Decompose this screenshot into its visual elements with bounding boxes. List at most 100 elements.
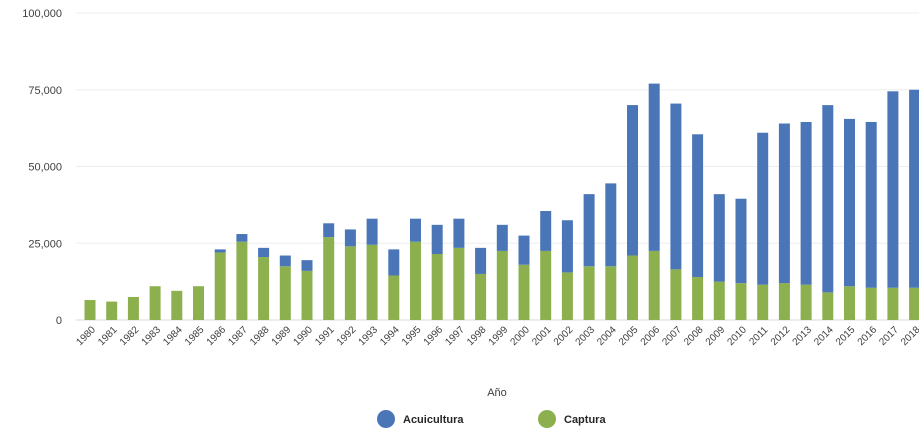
x-axis-ticks: 1980198119821983198419851986198719881989…: [74, 324, 919, 348]
x-tick-label: 2006: [639, 324, 663, 348]
bar-acuicultura-2011: [757, 132, 769, 285]
bar-acuicultura-1990: [301, 260, 313, 271]
bar-captura-2001: [540, 250, 552, 320]
legend[interactable]: Acuicultura Captura: [377, 410, 606, 428]
bar-captura-2011: [757, 284, 769, 320]
bar-captura-1997: [453, 247, 465, 320]
bar-captura-2008: [692, 277, 704, 320]
bar-captura-1989: [279, 266, 291, 320]
x-tick-label: 2000: [508, 324, 532, 348]
bar-acuicultura-1996: [431, 224, 443, 254]
bar-captura-1982: [127, 296, 139, 320]
x-tick-label: 1998: [465, 324, 489, 348]
x-tick-label: 2001: [530, 324, 554, 348]
bar-acuicultura-2002: [561, 220, 573, 273]
x-tick-label: 2008: [682, 324, 706, 348]
bar-captura-1998: [475, 273, 487, 320]
bar-acuicultura-1988: [258, 247, 270, 258]
x-tick-label: 1989: [270, 324, 294, 348]
x-tick-label: 2017: [877, 324, 901, 348]
bar-acuicultura-1989: [279, 255, 291, 267]
x-tick-label: 2010: [725, 324, 749, 348]
x-tick-label: 1982: [118, 324, 142, 348]
x-tick-label: 1986: [205, 324, 229, 348]
x-tick-label: 1994: [378, 324, 402, 348]
x-tick-label: 2004: [595, 324, 619, 348]
bar-captura-2017: [887, 287, 899, 320]
legend-label-captura: Captura: [564, 414, 606, 426]
x-tick-label: 2015: [834, 324, 858, 348]
x-tick-label: 1988: [248, 324, 272, 348]
x-tick-label: 2007: [660, 324, 684, 348]
x-tick-label: 2014: [812, 324, 836, 348]
bar-captura-2005: [627, 255, 638, 320]
bar-captura-2016: [865, 287, 877, 320]
y-tick-label: 50,000: [28, 162, 62, 174]
x-tick-label: 2016: [856, 324, 880, 348]
bar-captura-1980: [84, 300, 96, 320]
x-tick-label: 1999: [487, 324, 511, 348]
bar-acuicultura-2010: [735, 198, 747, 284]
bar-captura-1987: [236, 241, 248, 320]
bar-captura-1984: [171, 290, 183, 320]
y-tick-label: 100,000: [22, 8, 62, 20]
bar-captura-2003: [583, 266, 595, 320]
bar-acuicultura-2004: [605, 183, 617, 267]
bar-acuicultura-1991: [323, 223, 335, 238]
y-tick-label: 25,000: [28, 238, 62, 250]
bar-captura-2009: [713, 281, 725, 320]
legend-label-acuicultura: Acuicultura: [403, 414, 464, 426]
bar-acuicultura-1994: [388, 249, 400, 276]
bar-acuicultura-2003: [583, 194, 595, 267]
bar-acuicultura-2014: [822, 105, 834, 293]
gridlines: [76, 12, 919, 321]
bar-captura-1981: [106, 301, 118, 320]
bar-acuicultura-2001: [540, 211, 552, 251]
bar-acuicultura-2006: [648, 83, 660, 251]
x-tick-label: 2005: [617, 324, 641, 348]
bar-captura-2006: [648, 250, 660, 320]
bar-acuicultura-2015: [844, 118, 855, 287]
x-tick-label: 2011: [747, 324, 770, 347]
x-tick-label: 2003: [574, 324, 598, 348]
bar-acuicultura-1995: [410, 218, 421, 242]
bar-acuicultura-1997: [453, 218, 465, 248]
x-tick-label: 1990: [291, 324, 315, 348]
bar-acuicultura-2016: [865, 121, 877, 288]
bar-captura-2010: [735, 283, 747, 320]
x-tick-label: 1991: [313, 324, 337, 348]
bar-captura-1991: [323, 237, 335, 320]
x-tick-label: 2012: [769, 324, 793, 348]
x-tick-label: 1985: [183, 324, 207, 348]
bar-acuicultura-2008: [692, 134, 704, 278]
bar-captura-2012: [778, 283, 790, 320]
x-tick-label: 1992: [335, 324, 359, 348]
x-tick-label: 2013: [791, 324, 815, 348]
bar-acuicultura-1987: [236, 234, 248, 242]
bar-captura-1992: [344, 246, 356, 320]
x-tick-label: 1993: [357, 324, 381, 348]
bar-captura-2007: [670, 269, 682, 320]
bars: [84, 83, 919, 320]
bar-acuicultura-1998: [475, 247, 487, 274]
y-tick-label: 0: [56, 315, 62, 327]
bar-captura-2000: [518, 264, 530, 320]
bar-acuicultura-2018: [909, 89, 919, 288]
x-tick-label: 1983: [140, 324, 164, 348]
bar-captura-1996: [431, 253, 443, 320]
bar-captura-1993: [366, 244, 378, 320]
bar-acuicultura-2012: [778, 123, 790, 284]
bar-captura-1983: [149, 286, 161, 320]
legend-marker-acuicultura: [377, 410, 395, 428]
x-tick-label: 1984: [161, 324, 185, 348]
bar-acuicultura-2013: [800, 121, 812, 285]
x-tick-label: 1980: [74, 324, 98, 348]
x-tick-label: 1981: [96, 324, 120, 348]
bar-captura-2014: [822, 292, 834, 320]
bar-acuicultura-2005: [627, 105, 638, 256]
bar-captura-1985: [193, 286, 204, 320]
x-tick-label: 1997: [443, 324, 467, 348]
bar-captura-2002: [561, 272, 573, 320]
y-axis-ticks: 0 25,000 50,000 75,000 100,000: [22, 8, 62, 327]
